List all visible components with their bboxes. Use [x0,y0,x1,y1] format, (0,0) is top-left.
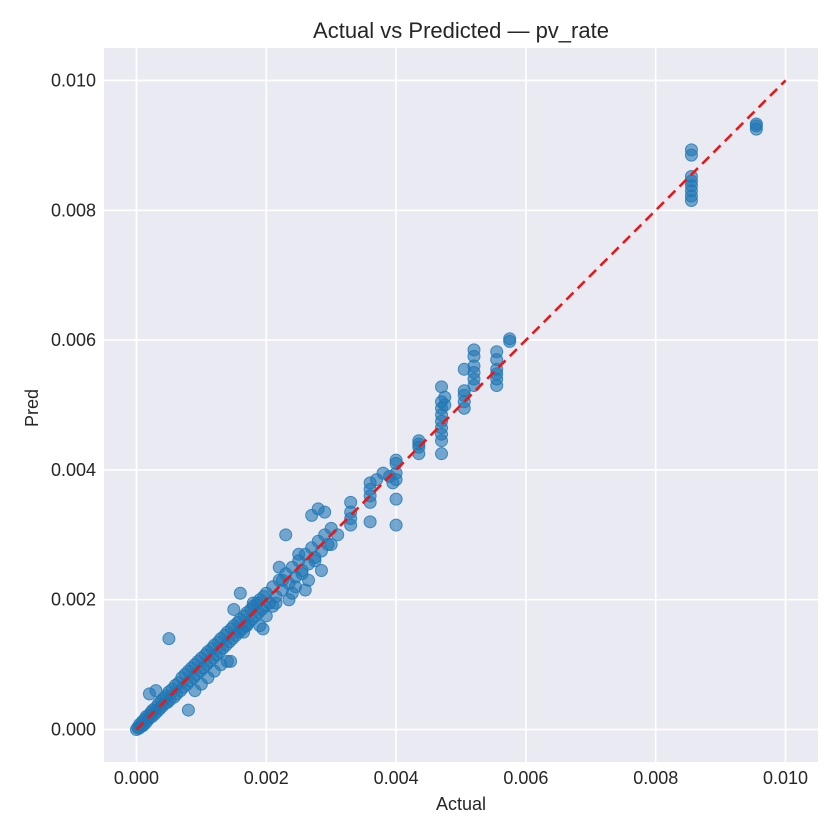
y-axis-label: Pred [22,389,42,427]
x-tick-label: 0.006 [503,768,548,788]
scatter-point [749,117,763,131]
scatter-point [389,453,403,467]
x-tick-label: 0.004 [374,768,419,788]
scatter-point [259,609,273,623]
scatter-point [344,495,358,509]
scatter-point [438,390,452,404]
scatter-point [389,518,403,532]
scatter-point [279,528,293,542]
scatter-point [246,596,260,610]
scatter-point [276,573,289,587]
scatter-point [314,564,328,578]
scatter-point [684,170,698,184]
scatter-point [272,560,286,574]
scatter-point [318,505,332,519]
y-tick-label: 0.010 [51,70,96,90]
scatter-point [412,434,426,448]
scatter-point [503,332,517,346]
x-tick-label: 0.010 [763,768,808,788]
scatter-point [363,515,377,529]
chart-title: Actual vs Predicted — pv_rate [313,18,609,43]
y-tick-label: 0.004 [51,460,96,480]
scatter-point [308,554,322,568]
x-tick-label: 0.008 [633,768,678,788]
scatter-point [331,528,345,542]
x-axis-label: Actual [436,794,486,814]
scatter-point [467,343,481,357]
grid-layer [104,48,818,762]
reference-line-layer [135,79,787,731]
tick-labels-layer: 0.000 0.002 0.004 0.006 0.008 0.010 0.000 0.002… [51,70,808,788]
x-tick-label: 0.000 [114,768,159,788]
scatter-point [324,538,338,552]
scatter-point [224,654,238,668]
x-tick-label: 0.002 [244,768,289,788]
scatter-point [684,143,698,157]
scatter-point [240,619,254,633]
scatter-point [269,596,283,610]
y-tick-label: 0.006 [51,330,96,350]
scatter-point [292,547,306,561]
scatter-point [256,622,270,636]
scatter-point [162,632,176,646]
scatter-point [389,492,403,506]
scatter-point [490,345,504,359]
y-tick-label: 0.002 [51,590,96,610]
scatter-point [435,447,449,461]
y-tick-label: 0.008 [51,200,96,220]
scatter-point [142,687,156,701]
identity-reference-line [135,79,787,731]
y-tick-label: 0.000 [51,720,96,740]
scatter-point [233,586,247,600]
scatter-point [227,602,241,616]
scatter-point [181,703,195,717]
scatter-point [301,573,315,587]
